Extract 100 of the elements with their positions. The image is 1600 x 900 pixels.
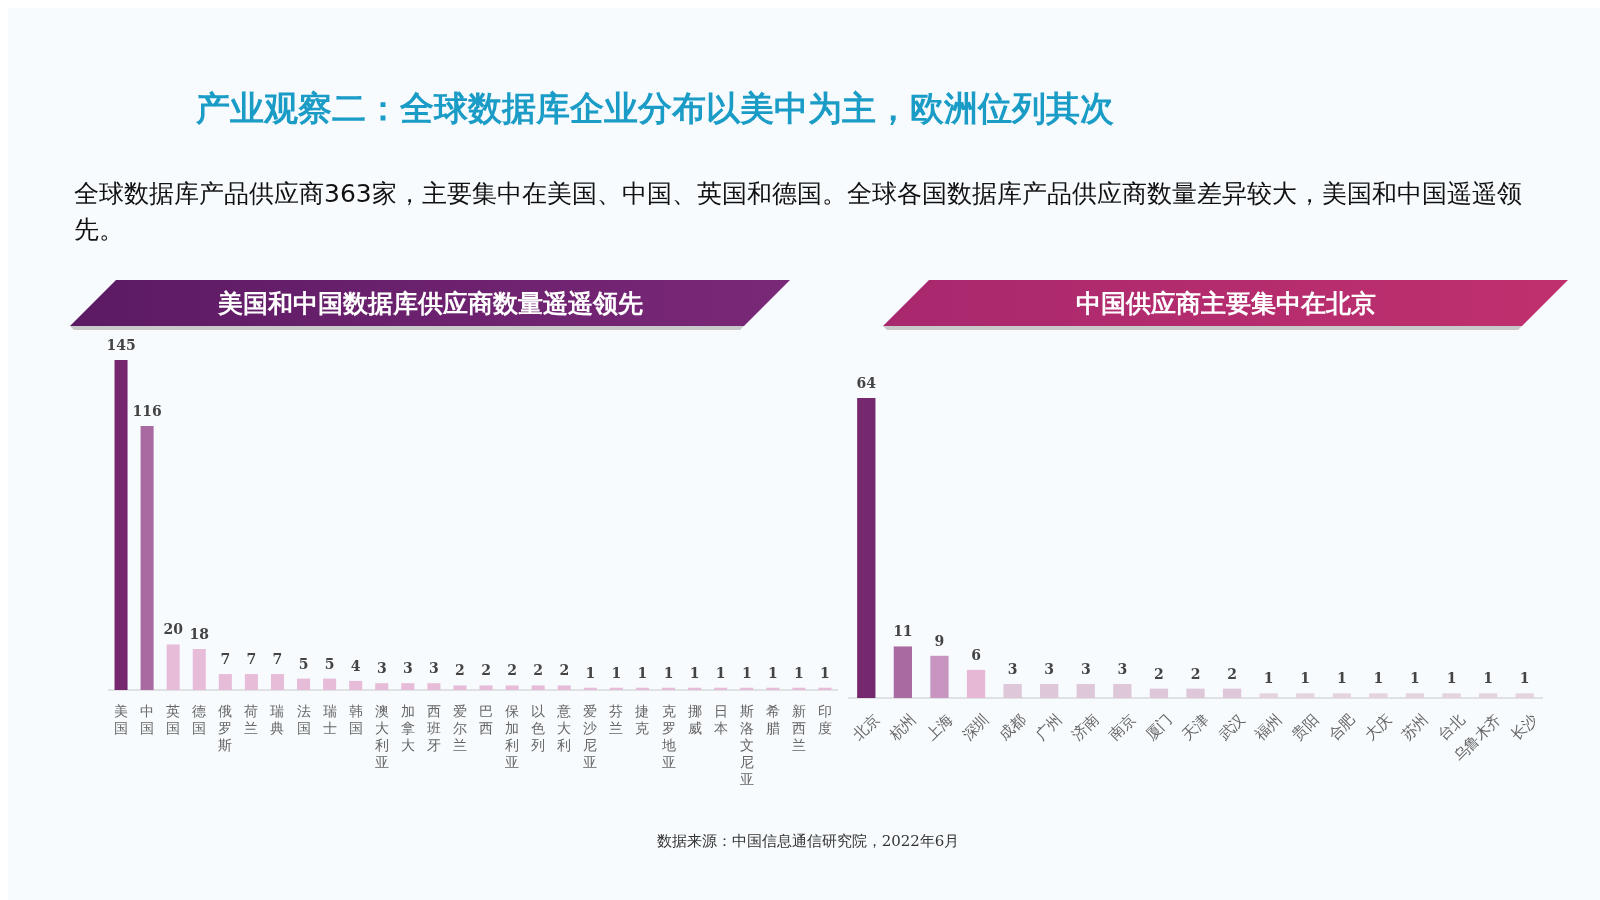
data-label: 1 [820, 664, 830, 681]
data-label: 2 [1190, 665, 1201, 682]
data-label: 7 [246, 651, 257, 668]
data-label: 1 [1483, 670, 1494, 687]
data-label: 2 [1227, 665, 1237, 682]
data-label: 2 [559, 662, 570, 679]
x-tick-label: 合肥 [1324, 710, 1359, 744]
data-label: 1 [741, 664, 752, 681]
chart-title: 中国供应商主要集中在北京 [1075, 289, 1376, 318]
bar [930, 655, 949, 698]
x-tick-label: 意大利 [556, 703, 572, 753]
x-tick-label: 德国 [192, 703, 207, 736]
x-tick-label: 西班牙 [426, 703, 441, 753]
bar [1369, 693, 1388, 698]
bar [1149, 688, 1169, 698]
x-tick-label: 日本 [713, 703, 728, 736]
bar [1296, 693, 1315, 698]
x-tick-label: 保加利亚 [505, 703, 520, 770]
data-label: 20 [163, 621, 184, 638]
x-tick-label: 美国 [114, 703, 129, 736]
x-tick-label: 法国 [296, 703, 311, 736]
bar [270, 674, 284, 690]
bar [1113, 683, 1132, 698]
data-label: 1 [1336, 670, 1347, 687]
bar [893, 646, 913, 698]
data-label: 1 [663, 664, 674, 681]
data-label: 1 [1373, 670, 1384, 687]
data-label: 5 [324, 655, 335, 672]
bar [1186, 688, 1205, 698]
bar [1515, 693, 1534, 698]
bar [453, 685, 467, 690]
x-tick-label: 捷克 [635, 703, 650, 736]
bar [479, 685, 493, 690]
data-label: 2 [507, 662, 517, 679]
data-label: 4 [350, 657, 361, 674]
bar [1003, 683, 1022, 698]
x-tick-label: 挪威 [687, 703, 702, 736]
x-tick-label: 韩国 [348, 703, 363, 736]
data-label: 11 [893, 623, 913, 640]
bar [349, 680, 363, 690]
x-tick-label: 印度 [817, 703, 832, 736]
bar [114, 360, 128, 690]
x-tick-label: 杭州 [884, 710, 920, 745]
data-label: 3 [1080, 660, 1091, 677]
data-label: 6 [971, 646, 981, 663]
x-tick-label: 俄罗斯 [218, 703, 233, 753]
x-tick-label: 成都 [995, 710, 1030, 744]
x-tick-label: 荷兰 [244, 703, 259, 736]
data-label: 5 [298, 655, 309, 672]
data-label: 1 [1519, 670, 1530, 687]
bar [1478, 693, 1498, 698]
data-label: 145 [106, 337, 136, 353]
bar [375, 683, 389, 690]
x-tick-label: 巴西 [479, 703, 494, 736]
bar [401, 683, 415, 690]
bar [1076, 683, 1095, 698]
bar [557, 685, 571, 690]
data-label: 3 [429, 660, 439, 677]
data-label: 3 [1044, 660, 1055, 677]
bar [244, 674, 258, 690]
bar [166, 644, 180, 690]
x-tick-label: 芬兰 [609, 703, 624, 736]
x-tick-label: 济南 [1068, 710, 1103, 744]
data-label: 1 [637, 664, 648, 681]
data-label: 3 [1007, 660, 1018, 677]
bar [323, 678, 337, 690]
x-tick-label: 南京 [1105, 710, 1140, 744]
x-tick-label: 爱沙尼亚 [583, 703, 598, 770]
data-label: 2 [455, 662, 465, 679]
x-tick-label: 克罗地亚 [660, 703, 676, 770]
bar [505, 685, 519, 690]
bar [140, 426, 154, 690]
data-label: 1 [1446, 670, 1457, 687]
x-tick-label: 新西兰 [791, 703, 806, 753]
x-tick-label: 以色列 [531, 703, 546, 753]
x-tick-label: 澳大利亚 [374, 703, 389, 770]
x-tick-label: 斯洛文尼亚 [739, 703, 754, 787]
bar [297, 678, 311, 690]
data-label: 1 [1410, 670, 1420, 687]
data-label: 1 [1300, 670, 1311, 687]
bar [218, 674, 232, 690]
bar [1405, 693, 1425, 698]
data-label: 1 [1263, 670, 1274, 687]
data-label: 1 [689, 664, 700, 681]
x-tick-label: 深圳 [958, 710, 993, 744]
bar [1040, 683, 1059, 698]
x-tick-label: 英国 [166, 703, 181, 736]
data-label: 1 [585, 664, 596, 681]
x-tick-label: 瑞士 [322, 703, 337, 736]
x-tick-label: 希腊 [765, 703, 780, 736]
text: 产业观察二：全球数据库企业分布以美中为主，欧洲位列其次 [195, 88, 1114, 128]
data-label: 9 [934, 632, 945, 649]
data-label: 3 [402, 660, 413, 677]
x-tick-label: 大庆 [1361, 710, 1396, 744]
data-label: 7 [220, 651, 231, 668]
bar [1332, 693, 1351, 698]
x-tick-label: 厦门 [1141, 710, 1176, 744]
x-tick-label: 福州 [1251, 710, 1286, 744]
data-label: 3 [1117, 660, 1128, 677]
x-tick-label: 瑞典 [270, 703, 285, 736]
